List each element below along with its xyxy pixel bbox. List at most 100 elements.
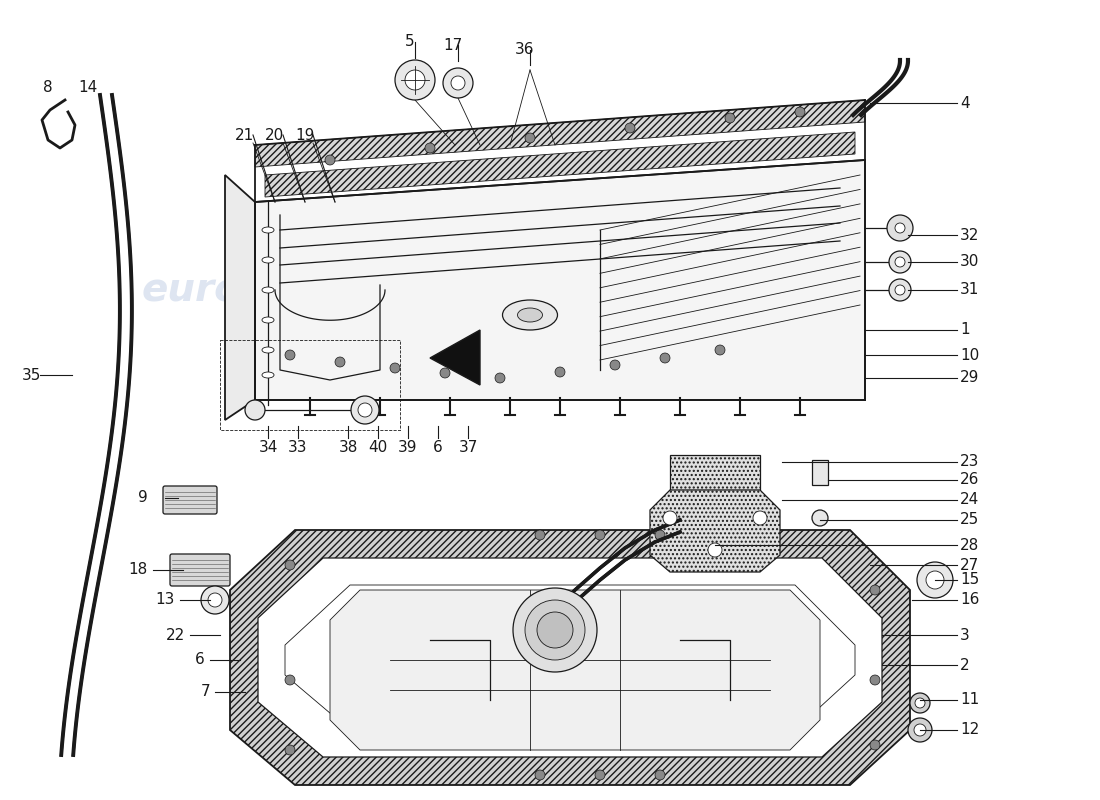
Text: 27: 27	[960, 558, 979, 573]
Circle shape	[870, 585, 880, 595]
Circle shape	[208, 593, 222, 607]
Circle shape	[285, 560, 295, 570]
Text: 6: 6	[433, 441, 443, 455]
Text: 13: 13	[155, 593, 175, 607]
Text: 38: 38	[339, 441, 358, 455]
Circle shape	[895, 257, 905, 267]
Circle shape	[390, 363, 400, 373]
Circle shape	[812, 510, 828, 526]
Text: 9: 9	[139, 490, 148, 506]
Text: 24: 24	[960, 493, 979, 507]
Ellipse shape	[262, 372, 274, 378]
Circle shape	[405, 70, 425, 90]
Circle shape	[660, 353, 670, 363]
Circle shape	[495, 373, 505, 383]
Circle shape	[654, 770, 666, 780]
Polygon shape	[265, 132, 855, 197]
Text: 25: 25	[960, 513, 979, 527]
Circle shape	[915, 698, 925, 708]
Text: eurospareparts: eurospareparts	[411, 601, 749, 639]
Text: 36: 36	[515, 42, 535, 58]
Circle shape	[351, 396, 380, 424]
Ellipse shape	[503, 300, 558, 330]
Text: 3: 3	[960, 627, 970, 642]
Ellipse shape	[262, 287, 274, 293]
Text: 40: 40	[368, 441, 387, 455]
Text: 10: 10	[960, 347, 979, 362]
Text: 19: 19	[295, 127, 315, 142]
Text: 33: 33	[288, 441, 308, 455]
Circle shape	[285, 745, 295, 755]
Polygon shape	[670, 455, 760, 490]
Text: 29: 29	[960, 370, 979, 386]
Text: 5: 5	[405, 34, 415, 50]
Circle shape	[595, 530, 605, 540]
Circle shape	[245, 400, 265, 420]
FancyBboxPatch shape	[170, 554, 230, 586]
Circle shape	[443, 68, 473, 98]
Circle shape	[537, 612, 573, 648]
Circle shape	[324, 155, 336, 165]
Circle shape	[285, 350, 295, 360]
Circle shape	[610, 360, 620, 370]
Circle shape	[285, 675, 295, 685]
Circle shape	[513, 588, 597, 672]
Ellipse shape	[262, 227, 274, 233]
Circle shape	[525, 133, 535, 143]
Polygon shape	[285, 585, 855, 730]
Circle shape	[535, 530, 544, 540]
Text: 30: 30	[960, 254, 979, 270]
Text: 6: 6	[196, 653, 205, 667]
Text: 14: 14	[78, 81, 98, 95]
Text: 11: 11	[960, 693, 979, 707]
Ellipse shape	[262, 317, 274, 323]
Text: 22: 22	[166, 627, 185, 642]
Text: 21: 21	[235, 127, 254, 142]
Circle shape	[870, 740, 880, 750]
Text: 2: 2	[960, 658, 969, 673]
Circle shape	[708, 543, 722, 557]
Circle shape	[201, 586, 229, 614]
Ellipse shape	[262, 257, 274, 263]
Circle shape	[625, 123, 635, 133]
Text: 28: 28	[960, 538, 979, 553]
Text: 20: 20	[265, 127, 285, 142]
Text: 1: 1	[960, 322, 969, 338]
Text: 35: 35	[22, 367, 42, 382]
Circle shape	[908, 718, 932, 742]
Circle shape	[895, 285, 905, 295]
Polygon shape	[230, 530, 910, 785]
Circle shape	[358, 403, 372, 417]
Circle shape	[336, 357, 345, 367]
Circle shape	[663, 511, 676, 525]
Polygon shape	[430, 330, 480, 385]
Circle shape	[715, 345, 725, 355]
Text: 26: 26	[960, 473, 979, 487]
Circle shape	[395, 60, 434, 100]
Circle shape	[754, 511, 767, 525]
Text: eurospareparts: eurospareparts	[141, 271, 478, 309]
Circle shape	[725, 113, 735, 123]
Text: 23: 23	[960, 454, 979, 470]
Circle shape	[889, 217, 911, 239]
Circle shape	[910, 693, 930, 713]
Ellipse shape	[262, 347, 274, 353]
Circle shape	[926, 571, 944, 589]
Text: 18: 18	[129, 562, 149, 578]
Text: 31: 31	[960, 282, 979, 298]
FancyBboxPatch shape	[163, 486, 217, 514]
Text: 8: 8	[43, 81, 53, 95]
Circle shape	[425, 143, 435, 153]
Polygon shape	[330, 590, 820, 750]
Text: 12: 12	[960, 722, 979, 738]
Text: 4: 4	[960, 95, 969, 110]
Circle shape	[795, 107, 805, 117]
Circle shape	[889, 279, 911, 301]
Ellipse shape	[517, 308, 542, 322]
Circle shape	[895, 223, 905, 233]
Text: 37: 37	[459, 441, 477, 455]
Circle shape	[535, 770, 544, 780]
Circle shape	[556, 367, 565, 377]
Polygon shape	[650, 490, 780, 572]
Text: 15: 15	[960, 573, 979, 587]
